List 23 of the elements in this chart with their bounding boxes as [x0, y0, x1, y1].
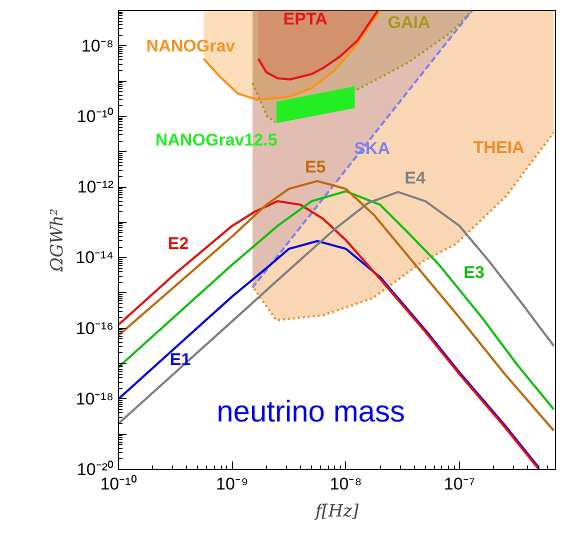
x-tick-label: 10⁻⁹ [216, 474, 248, 494]
y-axis-title: ΩGWh² [48, 208, 68, 272]
x-axis-title: f[Hz] [313, 502, 360, 522]
series-label: EPTA [283, 9, 328, 28]
series-label: NANOGrav12.5 [155, 130, 278, 150]
y-tick-label: 10⁻⁸ [81, 36, 114, 56]
x-tick-label: 10⁻⁸ [330, 474, 362, 494]
series-label: E2 [168, 234, 189, 254]
y-tick-label: 10⁻¹⁰ [76, 106, 114, 126]
series-label: NANOGrav [146, 36, 236, 56]
series-label: GAIA [388, 13, 430, 32]
y-tick-label: 10⁻¹⁸ [76, 389, 114, 408]
y-tick-label: 10⁻¹² [77, 178, 114, 197]
series-label: E1 [170, 350, 191, 370]
annotation: neutrino mass [216, 396, 406, 429]
y-tick-label: 10⁻¹⁶ [76, 318, 114, 338]
y-tick-label: 10⁻¹⁴ [76, 248, 114, 268]
series-label: E5 [304, 158, 326, 177]
series-label: SKA [354, 139, 390, 158]
series-label: THEIA [473, 138, 524, 157]
series-label: E4 [404, 168, 426, 188]
series-label: E3 [464, 263, 484, 282]
x-tick-label: 10⁻⁷ [444, 474, 475, 494]
